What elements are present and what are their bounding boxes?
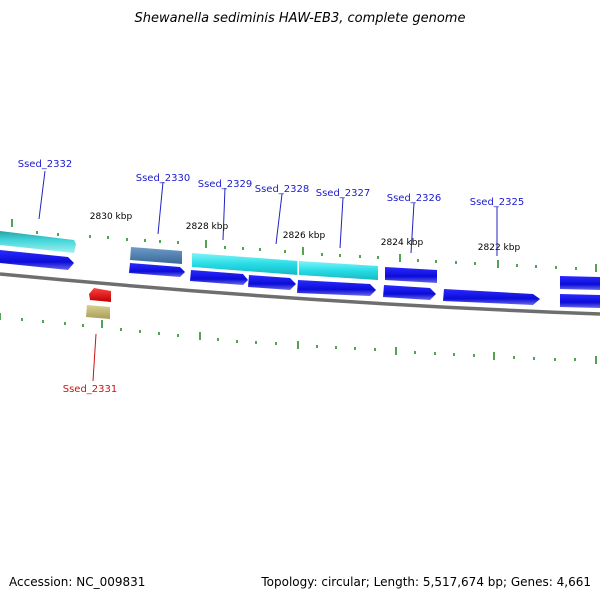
genome-backbone [0,272,600,316]
cds-arrow-ssed-2325[interactable] [443,289,540,305]
map-title: Shewanella sediminis HAW-EB3, complete g… [135,11,466,26]
kbp-label: 2824 kbp [381,238,424,248]
kbp-label: 2828 kbp [186,222,229,232]
gene-label-ssed-2331[interactable]: Ssed_2331 [63,384,118,395]
cds-arrow-ssed-2330[interactable] [129,263,185,277]
topology-text: Topology: circular; Length: 5,517,674 bp… [260,575,591,589]
gene-feature-ssed-2332[interactable] [0,231,76,253]
gene-feature-red[interactable] [89,288,111,302]
cds-arrow-ssed-2326b[interactable] [383,285,436,300]
cds-arrow-ssed-2324b[interactable] [560,294,600,308]
cds-row [0,250,600,308]
gene-label-ssed-2326[interactable]: Ssed_2326 [387,193,442,204]
upper-ticks [11,219,597,272]
kbp-label: 2826 kbp [283,231,326,241]
gene-label-ssed-2329[interactable]: Ssed_2329 [198,179,253,190]
lower-ticks [0,313,597,364]
cds-arrow-ssed-2332[interactable] [0,250,74,270]
gene-label-ssed-2325[interactable]: Ssed_2325 [470,197,525,208]
cds-arrow-ssed-2324[interactable] [560,276,600,290]
cds-arrow-ssed-2326[interactable] [385,267,437,283]
upper-feature-row [0,231,378,280]
kbp-label: 2830 kbp [90,212,133,222]
gene-label-ssed-2332[interactable]: Ssed_2332 [18,159,73,170]
gene-feature-ssed-2331[interactable] [86,305,110,319]
accession-text: Accession: NC_009831 [9,575,145,589]
gene-feature-ssed-2329-2328[interactable] [192,253,298,275]
gene-feature-ssed-2330[interactable] [130,247,182,264]
kbp-label: 2822 kbp [478,243,521,253]
cds-arrow-ssed-2329[interactable] [190,270,248,285]
gene-label-ssed-2327[interactable]: Ssed_2327 [316,188,371,199]
gene-label-ssed-2330[interactable]: Ssed_2330 [136,173,191,184]
cds-arrow-ssed-2328[interactable] [248,275,296,290]
label-leaders [38,170,498,382]
gene-feature-ssed-2327[interactable] [299,261,378,280]
cds-arrow-ssed-2327[interactable] [297,280,376,296]
gene-label-ssed-2328[interactable]: Ssed_2328 [255,184,310,195]
